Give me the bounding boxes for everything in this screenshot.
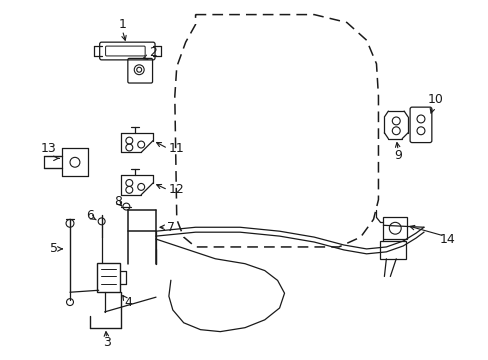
Text: 8: 8 [114,195,122,208]
Text: 13: 13 [41,142,56,155]
Text: 12: 12 [168,183,184,196]
Text: 9: 9 [393,149,401,162]
Text: 11: 11 [168,142,184,155]
Text: 1: 1 [118,18,126,31]
Text: 4: 4 [124,296,132,309]
Text: 5: 5 [50,242,58,255]
Text: 2: 2 [149,45,157,59]
Text: 10: 10 [427,93,443,106]
Text: 7: 7 [166,221,175,234]
Text: 14: 14 [439,233,455,246]
Text: 3: 3 [102,336,110,349]
Text: 6: 6 [86,209,94,222]
